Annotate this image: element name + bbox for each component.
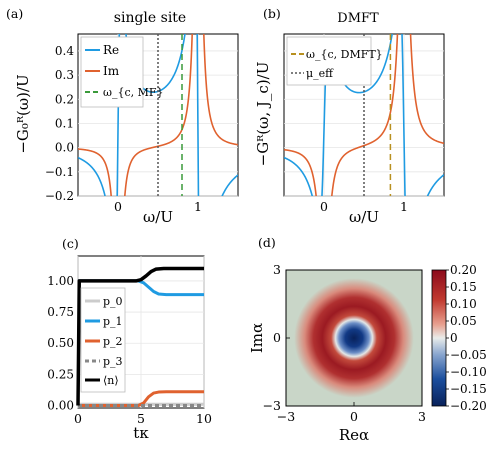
y-tick-label: 0.75 xyxy=(47,305,74,319)
series-im xyxy=(284,34,444,196)
panel-c-lines xyxy=(76,266,204,408)
panel-b-label: (b) xyxy=(263,6,281,21)
panel-c: (c) 0 5 10 0.00 0.25 0.50 0.75 1.00 tκ p_0 p_1 … xyxy=(47,236,212,442)
panel-b-lines xyxy=(284,34,444,196)
colorbar-tick-label: 0.10 xyxy=(450,297,477,311)
colorbar-tick-label: −0.10 xyxy=(450,365,487,379)
colorbar-tick-label: −0.05 xyxy=(450,348,487,362)
panel-c-label: (c) xyxy=(62,236,79,251)
panel-c-legend: p_0 p_1 p_2 p_3 ⟨n⟩ xyxy=(80,287,126,393)
legend-p1-label: p_1 xyxy=(103,315,123,328)
legend-omega-mf-label: ω_{c, MF} xyxy=(103,86,164,99)
colorbar-tick-label: −0.20 xyxy=(450,399,487,413)
legend-im-label: Im xyxy=(103,64,120,78)
y-tick-label: 3 xyxy=(273,262,281,277)
colorbar-tick-label: −0.15 xyxy=(450,382,487,396)
colorbar-tick-label: 0.05 xyxy=(450,314,477,328)
y-tick-label: −3 xyxy=(263,398,281,413)
x-tick-label: −3 xyxy=(277,409,295,424)
panel-a-lines xyxy=(78,34,238,196)
x-tick-label: 10 xyxy=(196,411,212,426)
y-tick-label: 0.2 xyxy=(55,92,74,106)
x-tick-label: 3 xyxy=(418,409,426,424)
x-tick-label: 5 xyxy=(137,411,145,426)
panel-b-xlabel: ω/U xyxy=(349,208,379,226)
legend-p0-label: p_0 xyxy=(103,295,123,308)
legend-n-label: ⟨n⟩ xyxy=(103,374,119,387)
y-tick-label: 1.00 xyxy=(47,274,74,288)
panel-d-ylabel: Imα xyxy=(248,323,266,353)
legend-p2-label: p_2 xyxy=(103,335,123,348)
panel-a-ticks: 0 1 −0.2 −0.1 0.0 0.1 0.2 0.3 0.4 xyxy=(45,44,202,214)
y-tick-label: 0.3 xyxy=(55,68,74,82)
y-tick-label: −0.2 xyxy=(45,189,74,203)
panel-a-xlabel: ω/U xyxy=(143,208,173,226)
legend-mu-eff-label: μ_eff xyxy=(306,67,334,80)
x-tick-label: 0 xyxy=(74,411,82,426)
panel-a-title: single site xyxy=(114,10,186,26)
x-tick-label: 0 xyxy=(114,199,122,214)
panel-a-ylabel: −G₀ᴿ(ω)/U xyxy=(14,74,32,153)
y-tick-label: 0.4 xyxy=(55,44,74,58)
heatmap-ring xyxy=(286,270,422,406)
y-tick-label: 0.1 xyxy=(55,116,74,130)
colorbar xyxy=(431,269,447,407)
series-group xyxy=(78,34,238,196)
panel-d: (d) −3 0 3 −3 0 3 Reα Imα 0.20 0.15 0.10 0.05 0 −0… xyxy=(248,235,487,444)
panel-c-ticks: 0 5 10 0.00 0.25 0.50 0.75 1.00 xyxy=(47,274,212,426)
panel-d-xlabel: Reα xyxy=(339,426,369,444)
series-line xyxy=(76,266,204,406)
colorbar-tick-label: 0.20 xyxy=(450,263,477,277)
panel-a: (a) single site 0 1 −0.2 −0.1 0.0 0.1 0.2 0.3 0.… xyxy=(6,6,239,226)
panel-a-label: (a) xyxy=(6,6,23,21)
legend-omega-dmft-label: ω_{c, DMFT} xyxy=(306,48,383,61)
colorbar-ticks: 0.20 0.15 0.10 0.05 0 −0.05 −0.10 −0.15 −0.20 xyxy=(446,263,487,413)
y-tick-label: 0.0 xyxy=(55,141,74,155)
colorbar-tick-label: 0 xyxy=(450,331,458,345)
panel-a-legend: Re Im ω_{c, MF} xyxy=(80,36,164,108)
x-tick-label: 1 xyxy=(194,199,202,214)
colorbar-tick-label: 0.15 xyxy=(450,280,477,294)
panel-b-legend-box xyxy=(286,36,372,86)
panel-b-ylabel: −Gᴿ(ω, J_c)/U xyxy=(254,62,272,167)
panel-d-label: (d) xyxy=(258,235,276,250)
panel-b-legend: ω_{c, DMFT} μ_eff xyxy=(286,36,383,86)
y-tick-label: 0.00 xyxy=(47,399,74,413)
x-tick-label: 0 xyxy=(320,199,328,214)
series-line xyxy=(78,390,204,408)
y-tick-label: 0 xyxy=(273,330,281,345)
legend-p3-label: p_3 xyxy=(103,355,123,368)
x-tick-label: 0 xyxy=(350,409,358,424)
y-tick-label: −0.1 xyxy=(45,165,74,179)
y-tick-label: 0.25 xyxy=(47,367,74,381)
y-tick-label: 0.50 xyxy=(47,336,74,350)
legend-re-label: Re xyxy=(103,43,119,57)
series-group xyxy=(284,34,444,196)
x-tick-label: 1 xyxy=(400,199,408,214)
panel-d-ticks: −3 0 3 −3 0 3 xyxy=(263,262,426,424)
panel-b-title: DMFT xyxy=(337,11,379,26)
panel-c-xlabel: tκ xyxy=(133,424,149,442)
